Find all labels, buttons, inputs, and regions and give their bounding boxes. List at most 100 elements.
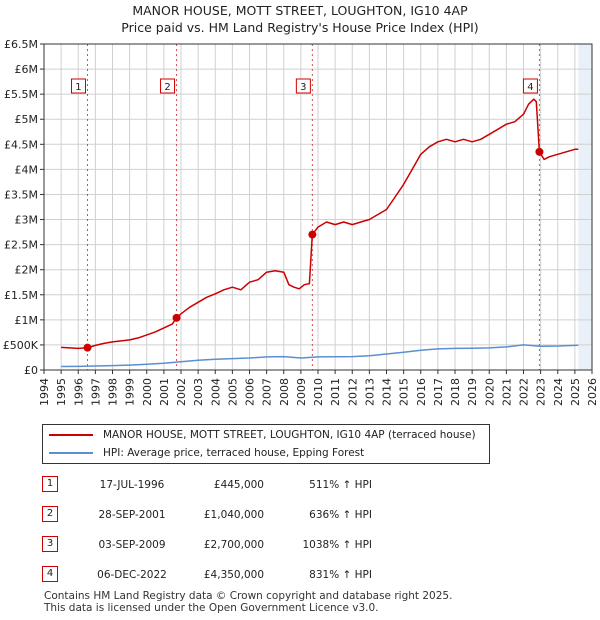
- axes-layer: £0 £500K £1M £1.5M £2M £2.5M £3M £3.5M £4M £4.5M £…: [3, 38, 599, 406]
- hpi-line: [61, 344, 579, 368]
- y-tick-label: £5M: [15, 113, 39, 126]
- x-tick-label: 2025: [569, 378, 582, 406]
- chart-title-line1: MANOR HOUSE, MOTT STREET, LOUGHTON, IG10…: [132, 3, 468, 18]
- x-tick-label: 1994: [38, 378, 51, 406]
- sale-hpi-change: 1038% ↑ HPI: [302, 539, 373, 551]
- sale-label-number: 3: [300, 82, 306, 93]
- sale-price: £1,040,000: [203, 509, 264, 521]
- x-tick-label: 2016: [415, 378, 428, 406]
- x-tick-label: 2006: [244, 378, 257, 406]
- footer-licence: This data is licensed under the Open Gov…: [44, 602, 379, 614]
- x-tick-label: 2012: [346, 378, 359, 406]
- sale-date: 03-SEP-2009: [98, 539, 166, 551]
- x-tick-label: 2021: [500, 378, 513, 406]
- y-tick-label: £3M: [15, 214, 39, 227]
- sale-marker: [308, 230, 317, 239]
- x-tick-label: 1999: [124, 378, 137, 406]
- grid-layer: [43, 43, 593, 371]
- x-tick-label: 2022: [518, 378, 531, 406]
- legend-swatch-hpi: [49, 452, 93, 454]
- sale-label-box: [522, 78, 538, 94]
- series-layer: [61, 98, 579, 368]
- future-shade: [578, 44, 592, 370]
- footer-copyright: Contains HM Land Registry data © Crown c…: [44, 590, 453, 602]
- sale-price: £445,000: [213, 479, 264, 491]
- x-tick-label: 1997: [89, 378, 102, 406]
- x-tick-label: 2011: [329, 378, 342, 406]
- sale-marker: [172, 313, 181, 322]
- sales-row: 4 06-DEC-2022 £4,350,000 831% ↑ HPI: [42, 566, 562, 584]
- sale-price: £2,700,000: [203, 539, 264, 551]
- plot-frame: [43, 43, 593, 371]
- sale-label-box: [70, 78, 86, 94]
- legend-item-price: MANOR HOUSE, MOTT STREET, LOUGHTON, IG10…: [49, 427, 476, 443]
- sale-hpi-change: 511% ↑ HPI: [309, 479, 372, 491]
- sale-markers-layer: 1 2 3 4: [70, 78, 544, 352]
- x-tick-label: 1995: [55, 378, 68, 406]
- x-tick-label: 2002: [175, 378, 188, 406]
- sale-marker: [535, 147, 544, 156]
- x-tick-label: 2015: [398, 378, 411, 406]
- y-tick-label: £3.5M: [4, 188, 38, 201]
- x-tick-label: 2018: [449, 378, 462, 406]
- y-tick-label: £500K: [3, 339, 39, 352]
- sale-number-badge: 3: [42, 536, 58, 552]
- y-tick-label: £5.5M: [4, 88, 38, 101]
- x-tick-label: 2013: [363, 378, 376, 406]
- x-tick-label: 1996: [72, 378, 85, 406]
- sales-row: 3 03-SEP-2009 £2,700,000 1038% ↑ HPI: [42, 536, 562, 554]
- y-tick-label: £4.5M: [4, 138, 38, 151]
- x-tick-label: 2024: [552, 378, 565, 406]
- y-tick-label: £4M: [15, 163, 39, 176]
- legend-swatch-price: [49, 434, 93, 436]
- x-tick-label: 2014: [381, 378, 394, 406]
- sale-label-box: [295, 78, 311, 94]
- x-tick-label: 2000: [141, 378, 154, 406]
- sale-label-box: [160, 78, 176, 94]
- sale-label-number: 1: [75, 82, 81, 93]
- x-tick-label: 2019: [466, 378, 479, 406]
- sale-label-number: 2: [164, 82, 170, 93]
- y-tick-label: £2M: [15, 264, 39, 277]
- legend-item-hpi: HPI: Average price, terraced house, Eppi…: [49, 445, 364, 461]
- sale-price: £4,350,000: [203, 569, 264, 581]
- x-tick-label: 2005: [226, 378, 239, 406]
- x-tick-label: 2008: [278, 378, 291, 406]
- footer: Contains HM Land Registry data © Crown c…: [44, 590, 452, 614]
- future-shade-layer: [578, 44, 592, 370]
- sale-date: 06-DEC-2022: [97, 569, 167, 581]
- x-tick-label: 1998: [107, 378, 120, 406]
- y-tick-label: £1.5M: [4, 289, 38, 302]
- x-tick-label: 2023: [535, 378, 548, 406]
- legend-label-hpi: HPI: Average price, terraced house, Eppi…: [103, 447, 365, 459]
- sale-date: 28-SEP-2001: [98, 509, 166, 521]
- sale-number-badge: 4: [42, 566, 58, 582]
- x-tick-label: 2020: [483, 378, 496, 406]
- y-tick-label: £6.5M: [4, 38, 38, 51]
- sale-number-badge: 2: [42, 506, 58, 522]
- x-tick-label: 2010: [312, 378, 325, 406]
- sale-date: 17-JUL-1996: [99, 479, 165, 491]
- x-tick-label: 2001: [158, 378, 171, 406]
- sales-row: 1 17-JUL-1996 £445,000 511% ↑ HPI: [42, 476, 562, 494]
- legend: MANOR HOUSE, MOTT STREET, LOUGHTON, IG10…: [42, 424, 490, 464]
- y-tick-label: £0: [24, 364, 38, 377]
- y-tick-label: £2.5M: [4, 239, 38, 252]
- sale-hpi-change: 831% ↑ HPI: [309, 569, 372, 581]
- sale-hpi-change: 636% ↑ HPI: [309, 509, 372, 521]
- chart-title-line2: Price paid vs. HM Land Registry's House …: [121, 20, 479, 35]
- x-tick-label: 2026: [586, 378, 599, 406]
- sales-row: 2 28-SEP-2001 £1,040,000 636% ↑ HPI: [42, 506, 562, 524]
- price-paid-line: [61, 98, 579, 350]
- x-tick-label: 2009: [295, 378, 308, 406]
- x-tick-label: 2004: [209, 378, 222, 406]
- sale-marker: [83, 343, 92, 352]
- chart-title: MANOR HOUSE, MOTT STREET, LOUGHTON, IG10…: [0, 2, 600, 36]
- y-tick-label: £1M: [15, 314, 39, 327]
- x-tick-label: 2017: [432, 378, 445, 406]
- y-tick-label: £6M: [15, 63, 39, 76]
- x-tick-label: 2003: [192, 378, 205, 406]
- x-tick-label: 2007: [261, 378, 274, 406]
- sale-number-badge: 1: [42, 476, 58, 492]
